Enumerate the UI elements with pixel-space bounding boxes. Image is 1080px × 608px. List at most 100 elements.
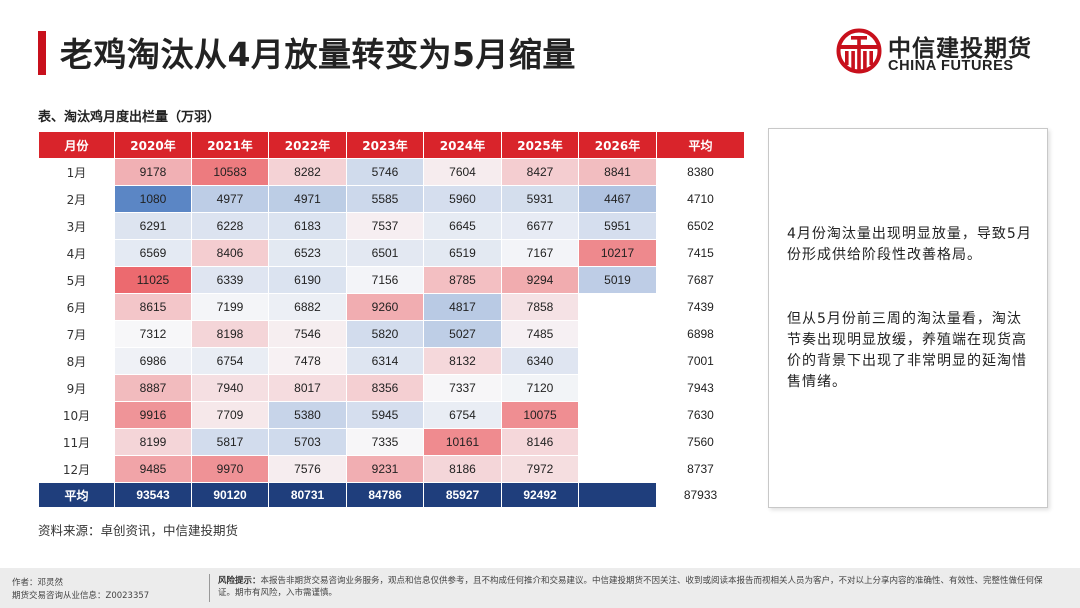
row-average: 7439 bbox=[656, 293, 745, 321]
value-cell: 7335 bbox=[346, 428, 424, 456]
header-year: 2021年 bbox=[191, 131, 269, 159]
value-cell: 5019 bbox=[578, 266, 657, 294]
value-cell: 6569 bbox=[114, 239, 192, 267]
value-cell bbox=[578, 401, 657, 429]
risk-disclaimer: 风险提示：本报告非期货交易咨询业务服务，观点和信息仅供参考，且不构成任何推介和交… bbox=[218, 575, 1058, 599]
header-month: 月份 bbox=[38, 131, 115, 159]
value-cell: 5027 bbox=[423, 320, 502, 348]
total-cell: 85927 bbox=[423, 482, 502, 508]
risk-text: 本报告非期货交易咨询业务服务，观点和信息仅供参考，且不构成任何推介和交易建议。中… bbox=[218, 576, 1043, 598]
table-row: 11月 8199 5817 5703 7335 10161 8146 7560 bbox=[38, 428, 745, 456]
commentary-paragraph-1: 4月份淘汰量出现明显放量，导致5月份形成供给阶段性改善格局。 bbox=[787, 226, 1032, 263]
row-month: 10月 bbox=[38, 401, 115, 429]
footer-divider bbox=[209, 574, 210, 602]
commentary-box: 4月份淘汰量出现明显放量，导致5月份形成供给阶段性改善格局。 但从5月份前三周的… bbox=[768, 128, 1048, 508]
value-cell: 5960 bbox=[423, 185, 502, 213]
value-cell: 6645 bbox=[423, 212, 502, 240]
value-cell: 6183 bbox=[268, 212, 347, 240]
value-cell: 4817 bbox=[423, 293, 502, 321]
value-cell: 6677 bbox=[501, 212, 579, 240]
value-cell: 9231 bbox=[346, 455, 424, 483]
header-year: 2026年 bbox=[578, 131, 657, 159]
row-average: 7001 bbox=[656, 347, 745, 375]
value-cell: 8017 bbox=[268, 374, 347, 402]
header-year: 2022年 bbox=[268, 131, 347, 159]
value-cell: 5746 bbox=[346, 158, 424, 186]
table-row: 7月 7312 8198 7546 5820 5027 7485 6898 bbox=[38, 320, 745, 348]
value-cell: 10075 bbox=[501, 401, 579, 429]
value-cell: 5703 bbox=[268, 428, 347, 456]
footer-license: 期货交易咨询从业信息：Z0023357 bbox=[12, 591, 150, 601]
row-average: 7415 bbox=[656, 239, 745, 267]
value-cell: 5951 bbox=[578, 212, 657, 240]
table-row: 10月 9916 7709 5380 5945 6754 10075 7630 bbox=[38, 401, 745, 429]
value-cell: 7546 bbox=[268, 320, 347, 348]
table-row: 8月 6986 6754 7478 6314 8132 6340 7001 bbox=[38, 347, 745, 375]
value-cell: 4977 bbox=[191, 185, 269, 213]
total-row-average: 87933 bbox=[656, 482, 745, 508]
total-cell bbox=[578, 482, 657, 508]
value-cell bbox=[578, 347, 657, 375]
value-cell: 7972 bbox=[501, 455, 579, 483]
value-cell: 5931 bbox=[501, 185, 579, 213]
commentary-paragraph-2: 但从5月份前三周的淘汰量看，淘汰节奏出现明显放缓，养殖端在现货高价的背景下出现了… bbox=[787, 311, 1027, 390]
value-cell: 6501 bbox=[346, 239, 424, 267]
row-month: 7月 bbox=[38, 320, 115, 348]
table-row: 5月 11025 6339 6190 7156 8785 9294 5019 7687 bbox=[38, 266, 745, 294]
value-cell: 5380 bbox=[268, 401, 347, 429]
value-cell: 10161 bbox=[423, 428, 502, 456]
value-cell: 5817 bbox=[191, 428, 269, 456]
value-cell: 7167 bbox=[501, 239, 579, 267]
table-row: 4月 6569 8406 6523 6501 6519 7167 10217 7415 bbox=[38, 239, 745, 267]
header-average: 平均 bbox=[656, 131, 745, 159]
value-cell: 5945 bbox=[346, 401, 424, 429]
row-average: 6502 bbox=[656, 212, 745, 240]
value-cell: 8199 bbox=[114, 428, 192, 456]
value-cell: 6754 bbox=[191, 347, 269, 375]
value-cell: 8186 bbox=[423, 455, 502, 483]
citic-logo-icon bbox=[836, 28, 882, 74]
table-row: 1月 9178 10583 8282 5746 7604 8427 8841 8380 bbox=[38, 158, 745, 186]
value-cell: 9485 bbox=[114, 455, 192, 483]
table-row: 6月 8615 7199 6882 9260 4817 7858 7439 bbox=[38, 293, 745, 321]
value-cell: 9260 bbox=[346, 293, 424, 321]
value-cell: 10583 bbox=[191, 158, 269, 186]
value-cell: 11025 bbox=[114, 266, 192, 294]
value-cell: 6339 bbox=[191, 266, 269, 294]
total-row-label: 平均 bbox=[38, 482, 115, 508]
value-cell: 6986 bbox=[114, 347, 192, 375]
row-month: 1月 bbox=[38, 158, 115, 186]
value-cell: 7478 bbox=[268, 347, 347, 375]
value-cell: 7858 bbox=[501, 293, 579, 321]
value-cell: 7199 bbox=[191, 293, 269, 321]
value-cell: 8282 bbox=[268, 158, 347, 186]
total-cell: 84786 bbox=[346, 482, 424, 508]
value-cell: 6291 bbox=[114, 212, 192, 240]
row-average: 6898 bbox=[656, 320, 745, 348]
value-cell: 7537 bbox=[346, 212, 424, 240]
total-cell: 92492 bbox=[501, 482, 579, 508]
total-cell: 90120 bbox=[191, 482, 269, 508]
value-cell: 9294 bbox=[501, 266, 579, 294]
value-cell: 8887 bbox=[114, 374, 192, 402]
value-cell: 6523 bbox=[268, 239, 347, 267]
table-row: 12月 9485 9970 7576 9231 8186 7972 8737 bbox=[38, 455, 745, 483]
value-cell bbox=[578, 293, 657, 321]
table-caption: 表、淘汰鸡月度出栏量（万羽） bbox=[38, 110, 221, 125]
brand-logo: 中信建投期货 CHINA FUTURES bbox=[836, 28, 1036, 80]
row-month: 12月 bbox=[38, 455, 115, 483]
value-cell: 7156 bbox=[346, 266, 424, 294]
page-title: 老鸡淘汰从4月放量转变为5月缩量 bbox=[60, 35, 576, 74]
brand-name-en: CHINA FUTURES bbox=[888, 58, 1014, 74]
value-cell: 6754 bbox=[423, 401, 502, 429]
value-cell: 4971 bbox=[268, 185, 347, 213]
row-average: 8737 bbox=[656, 455, 745, 483]
value-cell: 7576 bbox=[268, 455, 347, 483]
title-accent-bar bbox=[38, 31, 46, 75]
value-cell: 5820 bbox=[346, 320, 424, 348]
value-cell: 1080 bbox=[114, 185, 192, 213]
header-year: 2024年 bbox=[423, 131, 502, 159]
row-average: 7687 bbox=[656, 266, 745, 294]
value-cell: 7604 bbox=[423, 158, 502, 186]
value-cell: 8615 bbox=[114, 293, 192, 321]
